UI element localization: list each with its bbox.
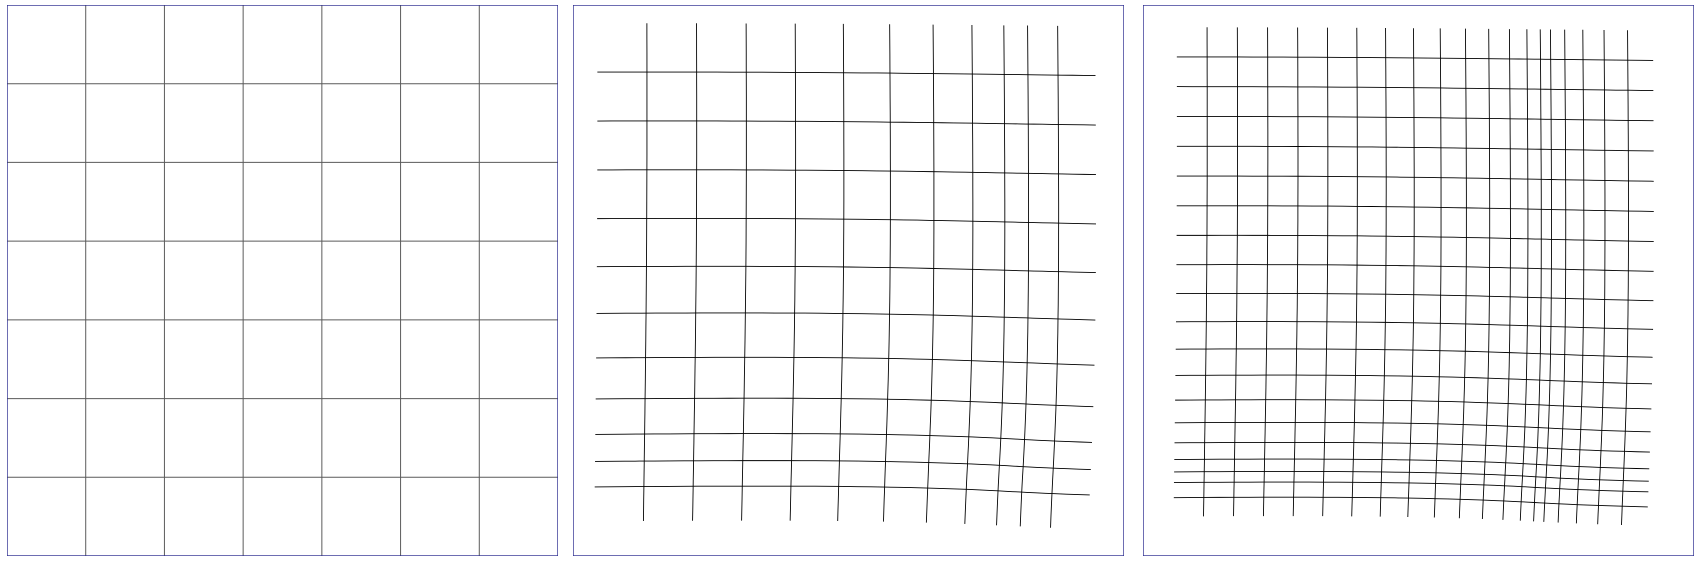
mesh-line-vertical	[925, 24, 935, 523]
refined-mesh-1-panel	[573, 5, 1124, 556]
uniform-mesh-svg	[7, 5, 558, 556]
mesh-line-horizontal	[1176, 175, 1654, 182]
mesh-line-horizontal	[1174, 421, 1651, 433]
mesh-line-vertical	[883, 24, 891, 522]
mesh-line-horizontal	[596, 356, 1095, 366]
mesh-line-horizontal	[597, 71, 1096, 76]
mesh-line-vertical	[1019, 25, 1030, 527]
mesh-line-horizontal	[1175, 399, 1652, 410]
mesh-line-vertical	[1597, 30, 1606, 525]
mesh-line-vertical	[1050, 25, 1060, 528]
mesh-line-horizontal	[1176, 321, 1654, 330]
mesh-line-horizontal	[1174, 441, 1650, 453]
mesh-line-horizontal	[1176, 86, 1654, 91]
mesh-line-horizontal	[1176, 234, 1654, 242]
refined-mesh-2-panel	[1143, 5, 1694, 556]
refined-mesh-1-border	[573, 5, 1124, 556]
mesh-line-horizontal	[594, 485, 1090, 496]
mesh-line-horizontal	[1173, 496, 1648, 508]
mesh-line-horizontal	[595, 397, 1094, 408]
uniform-mesh-panel	[7, 5, 558, 556]
mesh-line-vertical	[692, 23, 698, 521]
mesh-line-vertical	[1621, 30, 1629, 525]
mesh-line-horizontal	[1176, 115, 1654, 122]
mesh-line-vertical	[996, 25, 1006, 526]
uniform-grid-lines	[7, 5, 558, 556]
mesh-line-horizontal	[597, 169, 1096, 176]
refined-mesh-2-lines	[1173, 27, 1654, 525]
mesh-line-horizontal	[1176, 292, 1654, 302]
mesh-line-horizontal	[595, 433, 1093, 443]
mesh-line-vertical	[789, 23, 797, 521]
refined-mesh-1-lines	[594, 23, 1097, 528]
refined-mesh-2-svg	[1143, 5, 1694, 556]
mesh-line-horizontal	[1176, 264, 1654, 272]
mesh-line-vertical	[642, 23, 648, 522]
mesh-line-horizontal	[1176, 205, 1654, 212]
mesh-line-horizontal	[596, 312, 1096, 321]
mesh-line-horizontal	[597, 217, 1097, 225]
mesh-line-horizontal	[1175, 348, 1653, 358]
mesh-line-horizontal	[1174, 458, 1650, 470]
mesh-line-horizontal	[595, 460, 1091, 470]
mesh-line-horizontal	[596, 265, 1096, 274]
mesh-line-vertical	[964, 24, 974, 524]
mesh-line-horizontal	[1176, 145, 1654, 152]
mesh-line-vertical	[741, 23, 747, 521]
mesh-line-horizontal	[1173, 481, 1649, 493]
mesh-line-horizontal	[1174, 471, 1649, 482]
mesh-line-horizontal	[597, 120, 1096, 126]
refined-mesh-1-svg	[573, 5, 1124, 556]
mesh-line-horizontal	[1175, 374, 1653, 385]
mesh-line-vertical	[837, 23, 845, 521]
mesh-line-horizontal	[1176, 56, 1654, 61]
uniform-mesh-border	[7, 5, 558, 556]
